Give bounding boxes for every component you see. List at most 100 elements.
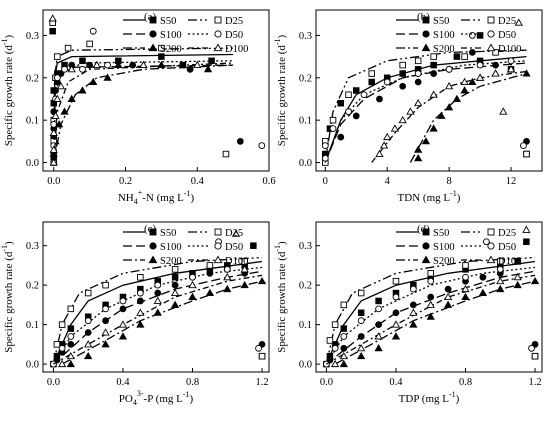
point-S200 <box>452 94 461 102</box>
point-S200 <box>103 73 112 81</box>
legend-label-D50: D50 <box>498 30 516 41</box>
legend: S50 S100 S200 D25 D50 D100 <box>123 16 248 55</box>
y-tick-label: 0.2 <box>26 281 39 292</box>
y-tick-label: 0.1 <box>26 116 39 127</box>
point-D50 <box>383 78 391 86</box>
point-S50 <box>368 78 375 86</box>
legend: S50 S100 S200 D25 D50 D100 <box>396 16 521 55</box>
point-D25 <box>427 270 434 277</box>
point-D100 <box>231 229 241 237</box>
point-D50 <box>445 65 453 73</box>
point-D100 <box>409 308 418 316</box>
legend-marker-D25 <box>487 16 495 24</box>
point-S200 <box>513 280 522 289</box>
legend-marker-S50 <box>149 228 157 236</box>
point-D100 <box>496 276 505 285</box>
legend-marker-S200 <box>421 43 431 52</box>
curve-D50 <box>52 266 263 365</box>
point-S100 <box>409 301 417 309</box>
point-D100 <box>118 320 128 328</box>
point-D50 <box>528 344 535 352</box>
plot-frame <box>315 9 543 172</box>
point-S200 <box>437 111 446 119</box>
point-D100 <box>461 284 470 293</box>
y-tick-label: 0.0 <box>299 158 312 169</box>
point-D100 <box>357 344 366 352</box>
legend-marker-D50 <box>214 242 222 250</box>
x-tick-label: 8 <box>446 176 451 187</box>
point-S100 <box>186 65 194 73</box>
point-S200 <box>101 340 110 348</box>
point-S200 <box>223 284 232 293</box>
curve-D100 <box>53 274 263 365</box>
point-D25 <box>497 258 504 265</box>
x-tick-label: 0.0 <box>320 377 333 388</box>
y-tick-label: 0.2 <box>26 73 39 84</box>
point-S200 <box>78 86 87 94</box>
y-tick-label: 0.0 <box>26 158 39 169</box>
legend-label-S200: S200 <box>433 256 455 267</box>
point-S100 <box>337 133 345 141</box>
x-axis-label: TDN (mg L-1) <box>398 189 461 204</box>
point-D25 <box>222 150 230 158</box>
point-S50 <box>453 53 461 60</box>
point-S100 <box>102 317 109 325</box>
point-D25 <box>326 337 334 344</box>
point-D50 <box>119 297 127 305</box>
point-S50 <box>523 238 530 245</box>
y-axis-label: Specific growth rate (d-1) <box>273 241 288 353</box>
curve-S200 <box>61 280 263 365</box>
legend-marker-S100 <box>422 30 430 38</box>
point-D100 <box>92 60 101 69</box>
point-D100 <box>170 288 180 297</box>
point-S200 <box>205 288 215 297</box>
point-S100 <box>57 70 65 77</box>
point-D100 <box>56 81 66 90</box>
y-tick-label: 0.3 <box>26 241 39 252</box>
point-D100 <box>240 265 249 273</box>
legend-marker-D100 <box>486 43 496 52</box>
curve-D50 <box>53 60 234 163</box>
legend-marker-D50 <box>487 30 495 38</box>
point-D100 <box>374 332 383 340</box>
point-D50 <box>360 91 368 99</box>
legend-label-S200: S200 <box>160 256 182 267</box>
y-tick-label: 0.1 <box>26 320 39 331</box>
curve-D50 <box>324 60 527 163</box>
y-tick-label: 0.2 <box>299 281 312 292</box>
legend-marker-S50 <box>149 16 157 24</box>
point-D50 <box>321 142 329 149</box>
point-D100 <box>53 94 62 102</box>
point-S200 <box>421 137 431 145</box>
point-D50 <box>79 65 86 73</box>
point-S200 <box>203 65 213 73</box>
point-S100 <box>171 281 179 289</box>
legend-marker-D100 <box>486 255 496 264</box>
point-S200 <box>357 351 366 360</box>
point-S50 <box>430 61 437 69</box>
point-S200 <box>55 120 64 128</box>
point-D25 <box>58 321 66 328</box>
point-D50 <box>53 74 61 82</box>
point-S200 <box>170 300 180 308</box>
curve-D25 <box>325 256 536 365</box>
point-S100 <box>84 329 92 336</box>
x-tick-label: 0.6 <box>262 176 275 187</box>
point-S100 <box>119 305 127 313</box>
x-tick-label: 12 <box>506 176 517 187</box>
point-D50 <box>258 142 266 149</box>
curve-D100 <box>326 274 536 365</box>
curve-S100 <box>324 62 527 163</box>
legend-marker-S100 <box>422 242 430 250</box>
point-D25 <box>86 40 93 48</box>
legend-label-D25: D25 <box>498 16 516 27</box>
point-D100 <box>339 351 348 360</box>
plot-frame <box>315 221 543 373</box>
point-D50 <box>67 333 75 340</box>
curve-D50 <box>325 266 536 365</box>
point-D50 <box>482 238 490 246</box>
